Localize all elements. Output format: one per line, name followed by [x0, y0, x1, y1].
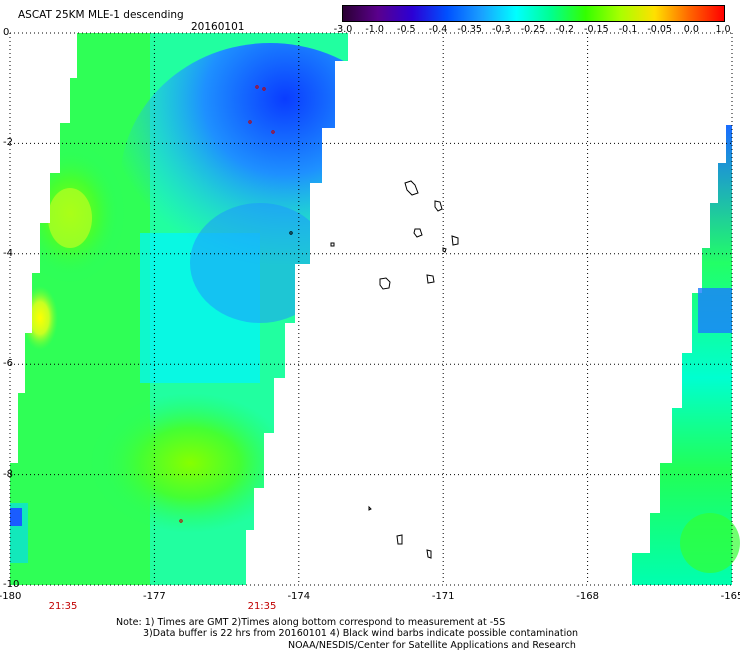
note-line-3: NOAA/NESDIS/Center for Satellite Applica…: [288, 640, 576, 651]
product-title: ASCAT 25KM MLE-1 descending: [18, 9, 184, 21]
left-swath: [10, 33, 348, 585]
colorbar-tick: -0.15: [584, 24, 609, 35]
longitude-tick-label: -165: [720, 591, 740, 602]
longitude-tick-label: -177: [143, 591, 166, 602]
colorbar-tick: -0.3: [492, 24, 511, 35]
right-swath-blue-band: [698, 288, 732, 333]
island-outlines: [179, 85, 459, 559]
latitude-tick-label: -4: [3, 247, 13, 259]
colorbar: [342, 5, 725, 22]
swath-time-left: 21:35: [48, 601, 78, 612]
swath-time-right: 21:35: [247, 601, 277, 612]
colorbar-tick: -0.4: [428, 24, 448, 35]
colorbar-tick: -0.5: [397, 24, 416, 35]
colorbar-tick: -0.1: [618, 24, 638, 35]
longitude-tick-label: -168: [576, 591, 599, 602]
colorbar-tick: -0.25: [520, 24, 546, 35]
right-swath-green-patch: [680, 513, 740, 573]
map-plot: [9, 32, 740, 586]
longitude-tick-label: -180: [0, 591, 22, 602]
latitude-tick-label: -8: [3, 468, 13, 480]
colorbar-tick: -0.35: [457, 24, 482, 35]
latitude-tick-label: -10: [3, 579, 20, 590]
colorbar-tick: 1.0: [715, 24, 731, 35]
colorbar-tick: -3.0: [333, 24, 353, 35]
latitude-tick-label: -2: [3, 137, 13, 149]
note-line-1: Note: 1) Times are GMT 2)Times along bot…: [116, 617, 506, 628]
latitude-tick-label: -6: [3, 358, 13, 370]
right-swath: [632, 125, 732, 585]
product-date: 20160101: [191, 21, 245, 33]
note-line-2: 3)Data buffer is 22 hrs from 20160101 4)…: [143, 628, 579, 639]
colorbar-tick: -1.0: [365, 24, 384, 35]
colorbar-tick: -0.2: [555, 24, 574, 35]
lat-lon-grid: [9, 32, 733, 586]
colorbar-tick: -0.05: [647, 24, 672, 35]
latitude-tick-label: 0: [3, 27, 10, 38]
colorbar-tick: 0.0: [683, 24, 699, 35]
longitude-tick-label: -174: [287, 591, 311, 602]
longitude-tick-label: -171: [431, 591, 455, 602]
